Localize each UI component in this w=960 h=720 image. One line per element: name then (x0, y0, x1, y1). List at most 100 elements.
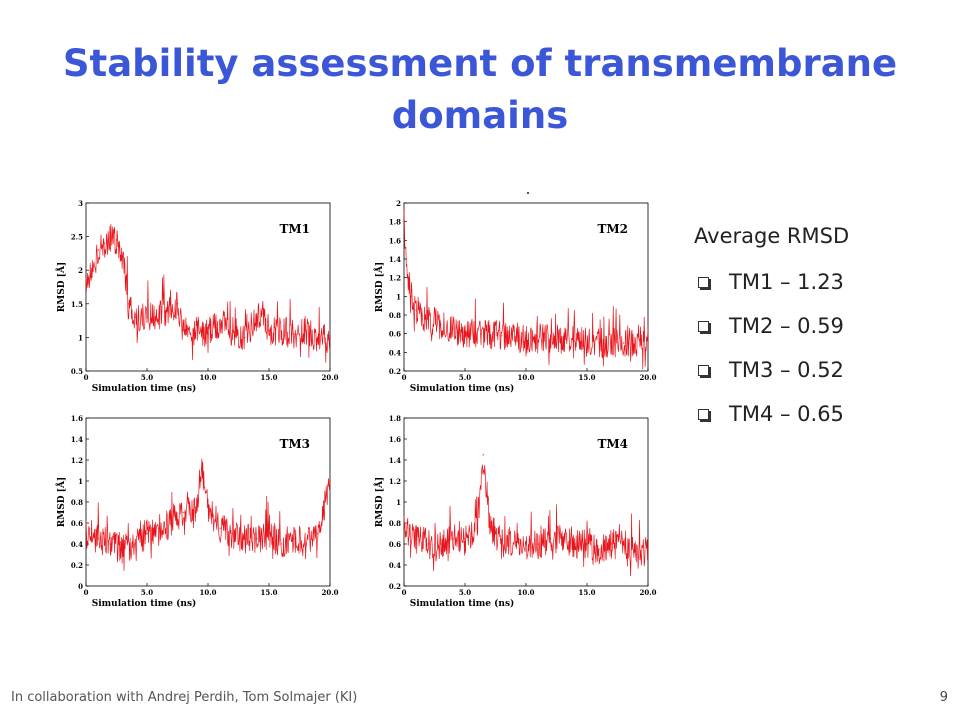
rmsd-item-tm4: TM4 – 0.65 (694, 400, 849, 428)
x-tick-label: 20.0 (321, 588, 338, 597)
rmsd-item-label: TM1 – 1.23 (729, 270, 844, 294)
data-point (262, 312, 264, 315)
data-point (158, 312, 161, 315)
data-point (622, 543, 625, 545)
y-tick-label: 0 (78, 582, 83, 591)
data-point (85, 532, 87, 535)
data-point (329, 336, 331, 339)
y-tick-label: 0.4 (71, 540, 83, 549)
data-point (268, 329, 270, 332)
data-point (427, 543, 430, 545)
y-tick-label: 3 (78, 199, 83, 208)
x-tick-label: 20.0 (321, 373, 338, 382)
data-point (482, 453, 485, 456)
y-tick-label: 0.6 (71, 519, 83, 528)
rmsd-series-line (85, 223, 331, 363)
panel-label: TM3 (279, 437, 310, 451)
data-point (647, 340, 649, 343)
data-point (219, 527, 222, 530)
x-tick-label: 15.0 (578, 588, 595, 597)
data-point (622, 342, 625, 344)
data-point (634, 553, 637, 556)
x-tick-label: 15.0 (260, 588, 277, 597)
x-tick-label: 0 (84, 588, 89, 597)
data-point (647, 548, 649, 551)
checkbox-bullet-icon (698, 320, 709, 332)
data-point (255, 316, 258, 319)
data-point (121, 255, 124, 258)
y-tick-label: 1.4 (71, 435, 83, 444)
data-point (476, 330, 479, 333)
data-point (231, 532, 234, 535)
data-point (97, 249, 100, 251)
y-tick-label: 1 (396, 292, 401, 301)
x-tick-label: 0 (402, 373, 407, 382)
data-point (280, 543, 283, 545)
data-point (451, 328, 454, 330)
data-point (97, 537, 100, 540)
y-tick-label: 0.6 (389, 540, 401, 549)
x-tick-label: 20.0 (639, 588, 656, 597)
y-tick-label: 2 (78, 266, 83, 275)
data-point (170, 522, 173, 524)
data-point (109, 235, 112, 238)
x-tick-label: 15.0 (260, 373, 277, 382)
data-point (549, 337, 552, 340)
data-point (243, 336, 246, 339)
chart-tm3: 0 0.2 0.4 0.6 0.8 1 1.2 1.4 1.6 0 5.0 10.0 15.0 20.0 S… (50, 410, 340, 610)
data-point (133, 316, 136, 319)
data-point (537, 543, 540, 545)
data-point (109, 543, 112, 545)
data-point (549, 537, 552, 540)
panel-label: TM1 (279, 222, 310, 236)
chart-svg: 0.2 0.4 0.6 0.8 1 1.2 1.4 1.6 1.8 0 5.0 10.0 15.0 20.… (373, 414, 657, 609)
checkbox-bullet-icon (698, 408, 709, 420)
data-point (182, 329, 185, 332)
x-tick-label: 5.0 (459, 588, 471, 597)
x-axis-label: Simulation time (ns) (410, 598, 515, 609)
data-point (573, 340, 576, 343)
data-point (316, 336, 319, 339)
data-point (304, 543, 307, 545)
y-tick-label: 0.2 (71, 561, 83, 570)
data-point (500, 334, 503, 337)
chart-tm2: 0.2 0.4 0.6 0.8 1 1.2 1.4 1.6 1.8 2 0 5.0 10.0 15.0 20… (368, 195, 658, 395)
data-point (586, 543, 588, 545)
data-point (451, 537, 454, 540)
data-point (158, 527, 161, 530)
y-tick-label: 0.4 (389, 561, 401, 570)
checkbox-bullet-icon (698, 276, 709, 288)
data-point (500, 543, 503, 545)
y-axis-label: RMSD [Å] (55, 262, 67, 312)
footer-credit: In collaboration with Andrej Perdih, Tom… (11, 690, 358, 705)
x-tick-label: 10.0 (199, 373, 216, 382)
data-point (170, 312, 173, 315)
rmsd-heading: Average RMSD (694, 224, 850, 248)
y-tick-label: 1.6 (389, 236, 401, 245)
y-tick-label: 1.8 (389, 414, 401, 423)
y-axis-label: RMSD [Å] (373, 262, 385, 312)
rmsd-series-line (85, 458, 331, 571)
data-point (464, 332, 466, 335)
rmsd-item-label: TM2 – 0.59 (729, 314, 844, 338)
stray-mark (527, 192, 529, 194)
data-point (103, 242, 106, 245)
y-tick-label: 0.5 (71, 367, 83, 376)
data-point (219, 323, 222, 325)
data-point (598, 342, 601, 344)
data-point (410, 295, 413, 298)
chart-svg: 0.2 0.4 0.6 0.8 1 1.2 1.4 1.6 1.8 2 0 5.0 10.0 15.0 20… (373, 199, 657, 394)
chart-tm1: 0.5 1 1.5 2 2.5 3 0 5.0 10.0 15.0 20.0 Simulation t… (50, 195, 340, 395)
x-tick-label: 0 (402, 588, 407, 597)
checkbox-bullet-icon (698, 364, 709, 376)
x-tick-label: 5.0 (459, 373, 471, 382)
y-tick-label: 1 (78, 477, 83, 486)
data-point (268, 532, 270, 535)
data-point (427, 318, 430, 321)
y-tick-label: 1.6 (71, 414, 83, 423)
y-tick-label: 0.8 (389, 519, 401, 528)
data-point (525, 543, 527, 545)
data-point (292, 333, 295, 335)
data-point (255, 537, 258, 540)
y-tick-label: 0.6 (389, 330, 401, 339)
